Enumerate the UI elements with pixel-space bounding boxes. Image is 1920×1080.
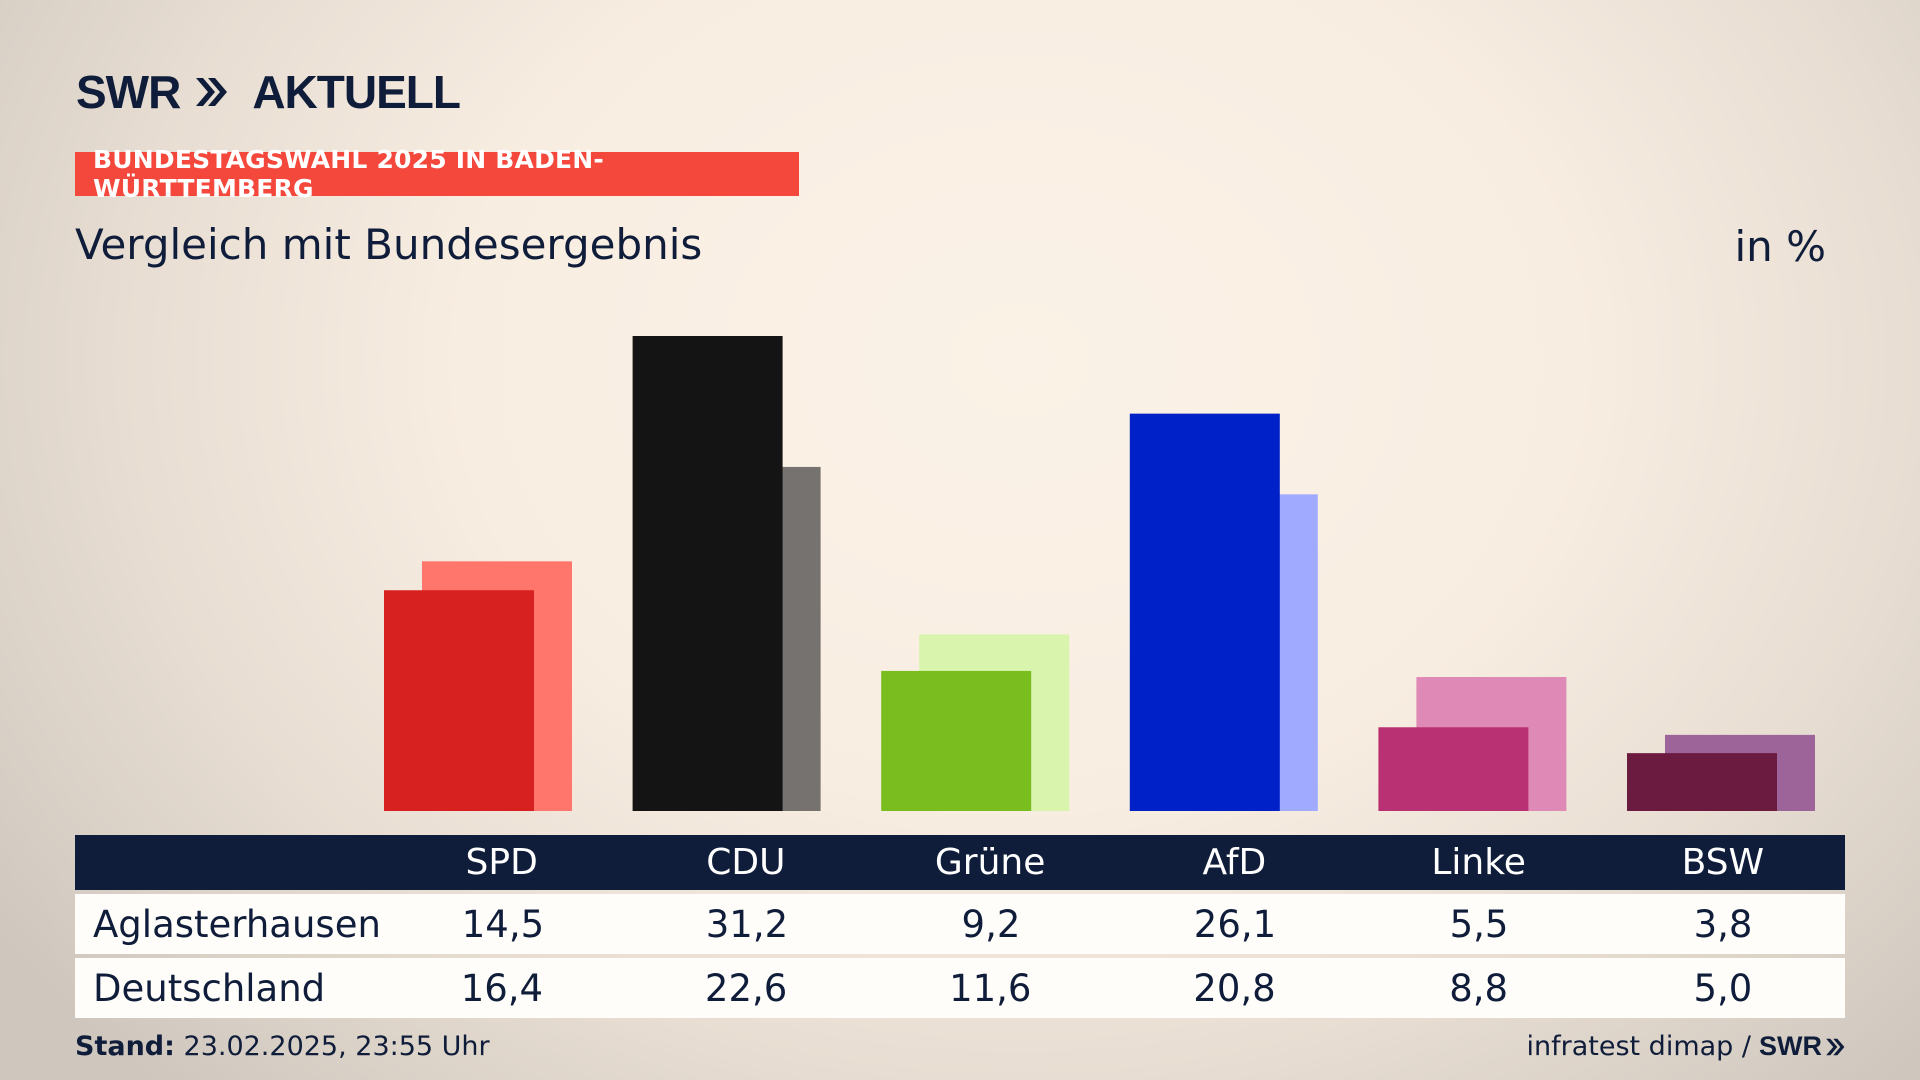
- source-text: infratest dimap /: [1526, 1031, 1751, 1062]
- table-cell: 9,2: [961, 902, 1021, 946]
- table-cell: 22,6: [704, 966, 788, 1010]
- column-header-gruene: Grüne: [934, 842, 1046, 883]
- table-cell: 11,6: [949, 966, 1032, 1010]
- bar-local-afd: [1129, 413, 1280, 811]
- column-header-spd: SPD: [465, 842, 538, 883]
- bar-local-linke: [1378, 727, 1529, 811]
- row-label: Deutschland: [93, 966, 326, 1010]
- table-header: SPD CDU Grüne AfD Linke BSW: [75, 835, 1845, 890]
- swr-aktuell-logo: SWR AKTUELL: [76, 66, 461, 118]
- table-cell: 8,8: [1449, 966, 1509, 1010]
- logo-swr-text: SWR: [76, 66, 181, 118]
- table-cell: 16,4: [460, 966, 544, 1010]
- column-header-cdu: CDU: [706, 842, 786, 883]
- bar-chart: [384, 336, 1815, 811]
- stand-label: Stand:: [75, 1031, 175, 1062]
- bar-local-cdu: [632, 336, 783, 811]
- results-table: SPD CDU Grüne AfD Linke BSW Aglasterhaus…: [75, 835, 1845, 1018]
- swr-brand-text: SWR: [1759, 1031, 1822, 1061]
- table-cell: 3,8: [1693, 902, 1753, 946]
- bar-local-grne: [881, 670, 1032, 811]
- bar-local-spd: [384, 590, 534, 811]
- table-row-deutschland: Deutschland 16,4 22,6 11,6 20,8 8,8 5,0: [75, 958, 1845, 1018]
- bar-local-bsw: [1627, 753, 1777, 811]
- stand-value: 23.02.2025, 23:55 Uhr: [183, 1031, 490, 1062]
- table-cell: 26,1: [1193, 902, 1277, 946]
- table-cell: 14,5: [461, 902, 545, 946]
- timestamp: Stand: 23.02.2025, 23:55 Uhr: [75, 1031, 490, 1062]
- row-label: Aglasterhausen: [93, 902, 381, 946]
- source-credit: infratest dimap / SWR: [1526, 1031, 1845, 1062]
- table-cell: 31,2: [705, 902, 789, 946]
- double-chevron-icon: [1826, 1038, 1845, 1055]
- table-row-aglasterhausen: Aglasterhausen 14,5 31,2 9,2 26,1 5,5 3,…: [75, 894, 1845, 954]
- table-cell: 5,5: [1449, 902, 1509, 946]
- unit-label: in %: [1734, 222, 1826, 271]
- column-header-bsw: BSW: [1681, 842, 1765, 883]
- table-cell: 20,8: [1193, 966, 1276, 1010]
- column-header-linke: Linke: [1431, 842, 1526, 883]
- swr-brand: SWR: [1759, 1031, 1845, 1062]
- logo-aktuell-text: AKTUELL: [252, 66, 461, 118]
- table-cell: 5,0: [1693, 966, 1753, 1010]
- double-chevron-icon: [196, 78, 228, 106]
- column-header-afd: AfD: [1202, 842, 1267, 883]
- chart-subtitle: Vergleich mit Bundesergebnis: [75, 220, 703, 269]
